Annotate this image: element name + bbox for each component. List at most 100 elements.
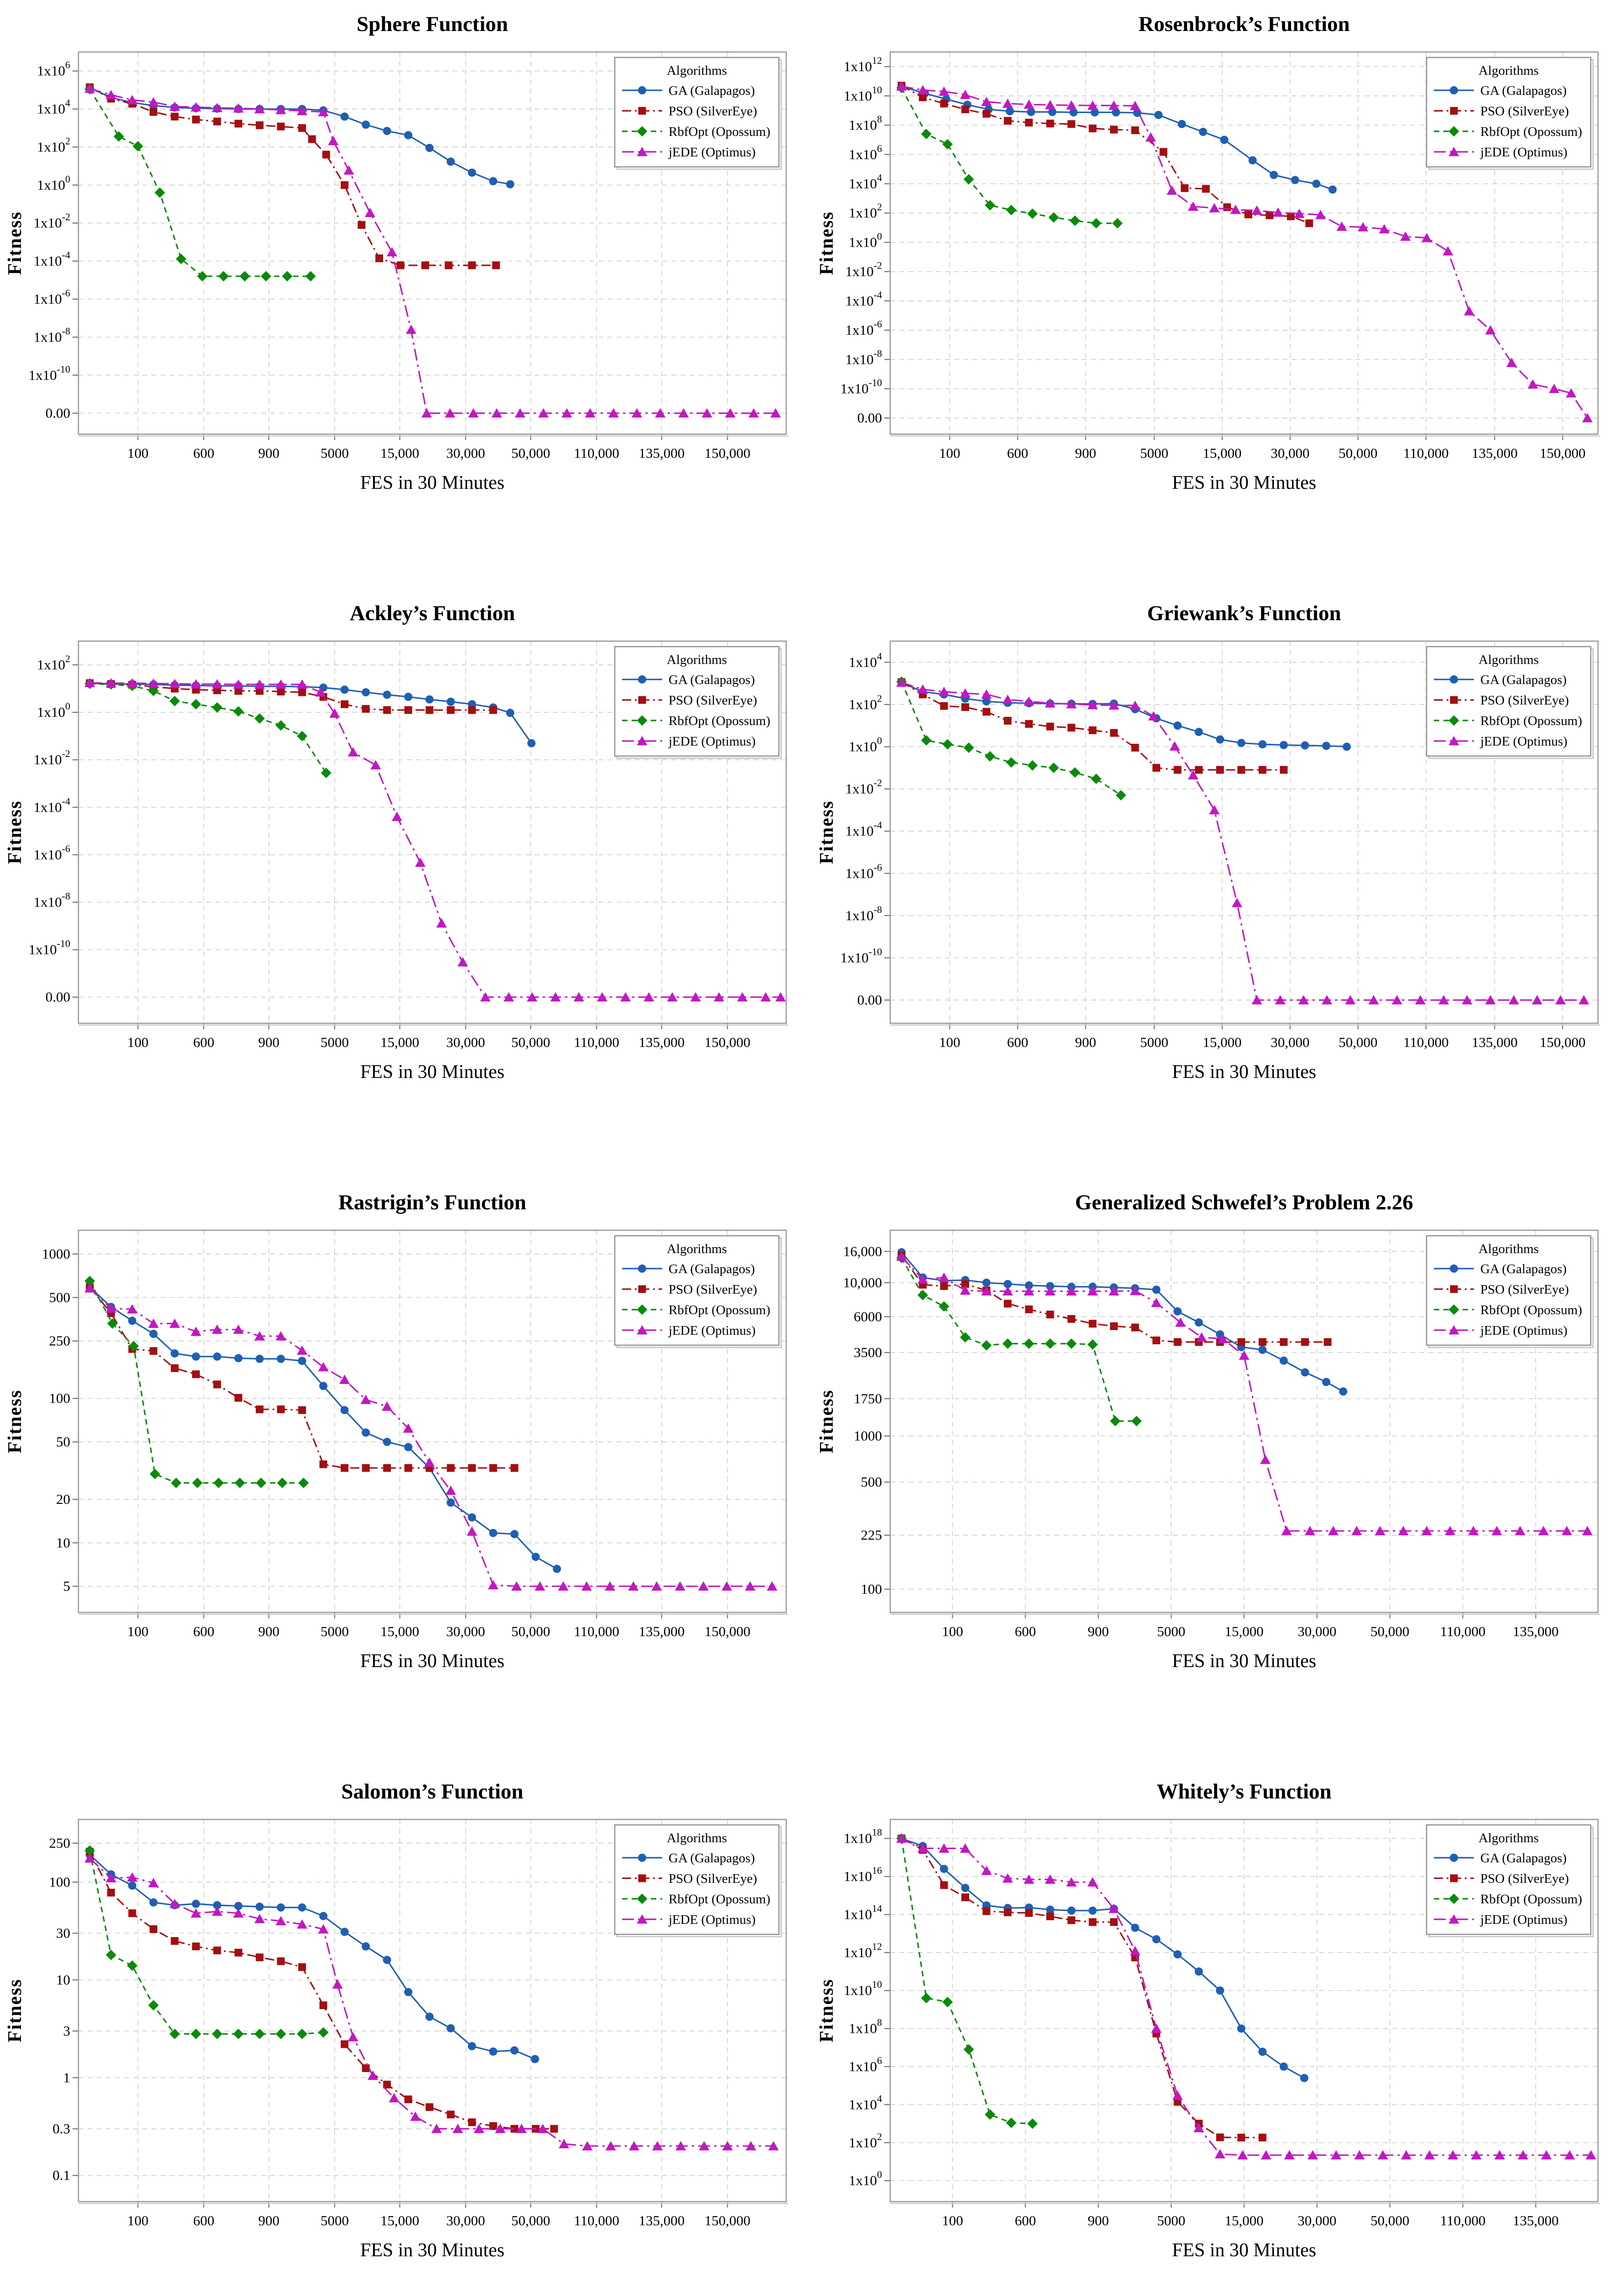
- square-marker: [150, 1925, 158, 1933]
- triangle-marker: [1260, 1455, 1271, 1464]
- triangle-marker: [1421, 1526, 1432, 1535]
- x-tick-label: 135,000: [1513, 2213, 1559, 2228]
- circle-marker: [171, 1349, 179, 1358]
- x-tick-label: 15,000: [1203, 1034, 1241, 1050]
- chart-title: Whitely’s Function: [1157, 1780, 1331, 1803]
- circle-marker: [404, 1988, 413, 1996]
- x-tick-label: 15,000: [1224, 2213, 1263, 2228]
- circle-marker: [362, 688, 370, 697]
- triangle-marker: [1538, 1526, 1549, 1535]
- diamond-marker: [148, 685, 159, 696]
- triangle-marker: [148, 678, 159, 688]
- circle-marker: [298, 1357, 306, 1365]
- series-triangle: [896, 1251, 1593, 1535]
- x-tick-label: 135,000: [638, 1034, 685, 1050]
- circle-marker: [446, 2024, 455, 2032]
- circle-marker: [531, 2055, 540, 2063]
- series-line: [901, 682, 1347, 748]
- y-tick-label: 1x10-4: [846, 289, 882, 309]
- plot-border: [889, 1229, 1599, 1613]
- diamond-marker: [321, 767, 332, 778]
- x-axis-title: FES in 30 Minutes: [360, 1062, 504, 1083]
- circle-marker: [1258, 2047, 1267, 2056]
- triangle-marker: [1582, 413, 1593, 423]
- series-circle: [897, 1248, 1348, 1396]
- legend-label: PSO (SilverEye): [669, 104, 757, 119]
- legend-label: RbfOpt (Opossum): [669, 124, 770, 139]
- square-marker: [404, 706, 412, 714]
- circle-marker: [404, 693, 413, 701]
- axes: 1000 500 250 100 50 20 10 5 100 600 900 5000 15,000 3…: [42, 1246, 751, 1639]
- triangle-marker: [468, 408, 479, 418]
- chart-whitelys-function: 1x1018 1x1016 1x1014 1x1012 1x1010 1x108 1x106…: [812, 1768, 1624, 2280]
- triangle-marker: [491, 408, 502, 418]
- triangle-marker: [473, 2124, 484, 2133]
- series-square: [86, 83, 500, 269]
- diamond-marker: [282, 271, 293, 282]
- square-marker: [468, 2118, 476, 2126]
- x-tick-label: 600: [1007, 1034, 1028, 1050]
- y-tick-label: 500: [861, 1474, 882, 1490]
- triangle-marker: [191, 1327, 202, 1336]
- x-tick-label: 5000: [321, 2213, 349, 2228]
- triangle-marker: [127, 678, 138, 688]
- x-axis-title: FES in 30 Minutes: [360, 1651, 504, 1672]
- circle-marker: [1450, 675, 1458, 684]
- x-tick-label: 135,000: [638, 1623, 685, 1639]
- square-marker: [234, 119, 243, 128]
- triangle-marker: [1566, 388, 1577, 398]
- circle-marker: [425, 2012, 434, 2021]
- triangle-marker: [1272, 207, 1283, 217]
- triangle-marker: [699, 2141, 710, 2150]
- triangle-marker: [1230, 204, 1241, 214]
- diamond-marker: [234, 1477, 245, 1488]
- y-tick-label: 1x10-10: [841, 377, 882, 396]
- y-tick-label: 5: [63, 1578, 71, 1594]
- diamond-marker: [985, 2109, 996, 2120]
- diamond-marker: [213, 1477, 224, 1488]
- legend-label: PSO (SilverEye): [669, 1871, 757, 1886]
- circle-marker: [1194, 1967, 1203, 1976]
- y-tick-label: 1x100: [37, 173, 70, 193]
- triangle-marker: [191, 102, 202, 112]
- square-marker: [234, 1394, 243, 1402]
- triangle-marker: [127, 95, 138, 104]
- triangle-marker: [233, 103, 244, 113]
- triangle-marker: [725, 408, 736, 418]
- plot-border: [78, 640, 787, 1024]
- square-marker: [1046, 722, 1054, 731]
- x-tick-label: 110,000: [574, 1034, 619, 1050]
- legend-label: jEDE (Optimus): [668, 145, 756, 160]
- diamond-marker: [154, 187, 165, 198]
- triangle-marker: [169, 1898, 180, 1908]
- triangle-marker: [917, 85, 928, 95]
- triangle-marker: [1231, 898, 1242, 907]
- square-marker: [1004, 117, 1012, 125]
- triangle-marker: [632, 408, 643, 418]
- circle-marker: [404, 1443, 413, 1451]
- square-marker: [171, 113, 179, 121]
- circle-marker: [425, 695, 434, 704]
- square-marker: [1067, 1916, 1075, 1924]
- triangle-marker: [1400, 231, 1411, 241]
- legend-label: GA (Galapagos): [1480, 1851, 1567, 1865]
- triangle-marker: [148, 97, 159, 107]
- x-tick-label: 30,000: [446, 1034, 485, 1050]
- legend-label: jEDE (Optimus): [668, 734, 756, 749]
- series-line: [901, 88, 1118, 224]
- diamond-marker: [1110, 1415, 1121, 1426]
- circle-marker: [404, 131, 413, 140]
- square-marker: [404, 1464, 412, 1472]
- circle-marker: [276, 1903, 285, 1912]
- legend-title: Algorithms: [1479, 63, 1539, 78]
- chart-title: Rastrigin’s Function: [338, 1191, 526, 1214]
- diamond-marker: [960, 1332, 971, 1343]
- triangle-marker: [698, 1581, 709, 1591]
- square-marker: [298, 688, 306, 696]
- legend: Algorithms GA (Galapagos) PSO (SilverEye) R…: [614, 1824, 782, 1938]
- triangle-marker: [1468, 1526, 1479, 1535]
- triangle-marker: [1209, 805, 1220, 814]
- diamond-marker: [1116, 790, 1126, 801]
- circle-marker: [149, 1898, 158, 1907]
